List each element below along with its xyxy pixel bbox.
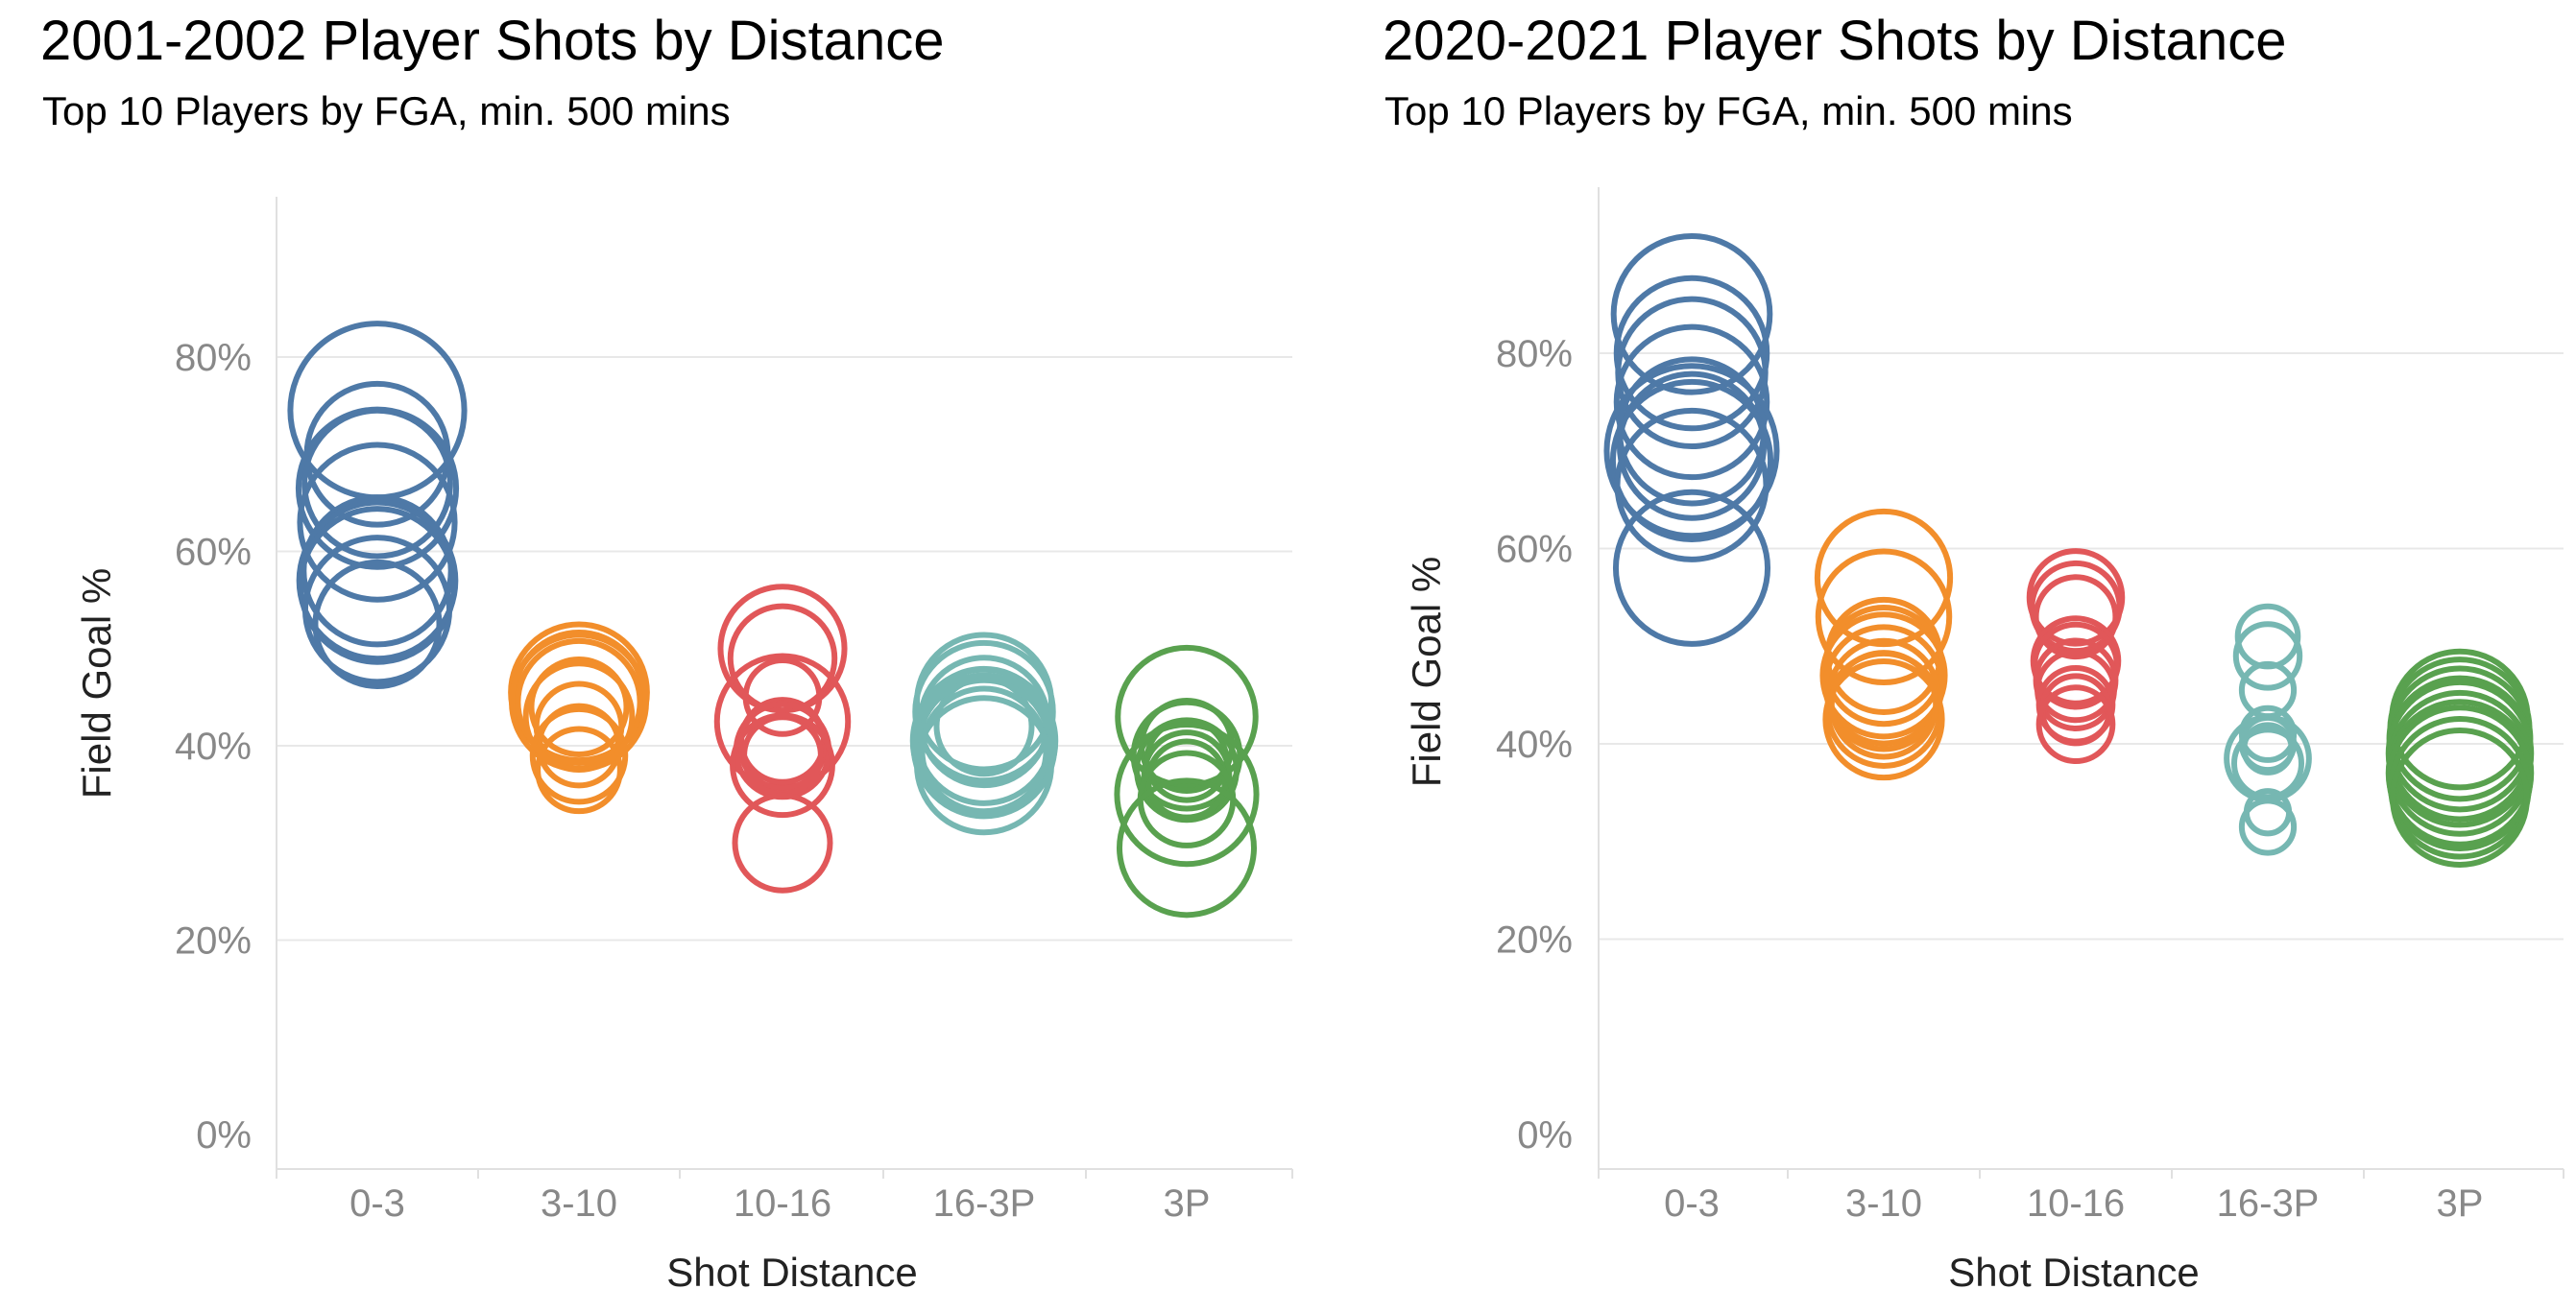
chart-2001-2002: 2001-2002 Player Shots by Distance Top 1… xyxy=(40,10,1293,1295)
player-bubble xyxy=(1114,722,1260,868)
player-bubble xyxy=(730,712,835,819)
x-tick-marks xyxy=(1598,1169,2564,1179)
player-bubble xyxy=(1822,657,1945,781)
chart-2020-2021: 2020-2021 Player Shots by Distance Top 1… xyxy=(1383,10,2564,1295)
player-bubble xyxy=(2035,684,2116,764)
player-bubble xyxy=(2241,722,2295,776)
x-tick-labels: 0-3 3-10 10-16 16-3P 3P xyxy=(349,1182,1210,1225)
y-axis-title: Field Goal % xyxy=(74,568,119,799)
x-tick-label: 0-3 xyxy=(1664,1182,1720,1225)
y-tick-label: 20% xyxy=(175,920,252,963)
player-bubble xyxy=(1614,407,1769,562)
chart-subtitle: Top 10 Players by FGA, min. 500 mins xyxy=(42,88,731,133)
player-bubble xyxy=(529,705,629,805)
y-tick-label: 40% xyxy=(175,726,252,768)
player-bubble xyxy=(910,672,1058,820)
chart-title: 2020-2021 Player Shots by Distance xyxy=(1383,10,2286,72)
player-bubble xyxy=(536,703,622,789)
x-axis-title: Shot Distance xyxy=(666,1250,917,1295)
y-tick-labels: 0% 20% 40% 60% 80% xyxy=(175,337,252,1157)
player-bubble xyxy=(1814,508,1954,648)
x-tick-label: 3-10 xyxy=(541,1182,617,1225)
player-bubble xyxy=(528,656,630,757)
player-bubble xyxy=(2232,621,2303,691)
player-bubble xyxy=(1612,489,1771,647)
x-tick-label: 10-16 xyxy=(734,1182,831,1225)
y-tick-label: 40% xyxy=(1496,724,1573,766)
player-bubble xyxy=(295,406,460,570)
player-bubble xyxy=(515,637,643,767)
plot-marks xyxy=(287,321,1260,919)
player-bubble xyxy=(912,639,1056,784)
player-bubble xyxy=(2032,621,2120,710)
player-bubble xyxy=(732,792,833,894)
x-tick-label: 16-3P xyxy=(2217,1182,2320,1225)
player-bubble xyxy=(522,660,636,773)
player-bubble xyxy=(1145,738,1228,822)
player-bubble xyxy=(1613,323,1770,481)
chart-subtitle: Top 10 Players by FGA, min. 500 mins xyxy=(1384,88,2073,133)
x-tick-marks xyxy=(276,1169,1293,1179)
y-axis-title: Field Goal % xyxy=(1404,557,1449,787)
player-bubble xyxy=(2034,649,2117,731)
player-bubble xyxy=(742,657,823,737)
player-bubble xyxy=(1828,650,1939,760)
y-tick-labels: 0% 20% 40% 60% 80% xyxy=(1496,333,1573,1157)
player-bubble xyxy=(2390,727,2530,868)
x-tick-label: 0-3 xyxy=(349,1182,405,1225)
y-tick-label: 0% xyxy=(1517,1114,1573,1157)
player-bubble xyxy=(1610,232,1773,395)
y-tick-label: 60% xyxy=(175,532,252,574)
player-bubble xyxy=(1117,777,1257,919)
player-bubble xyxy=(1819,611,1948,740)
player-bubble xyxy=(1609,378,1774,543)
player-bubble xyxy=(297,442,458,603)
y-gridlines xyxy=(277,356,1292,942)
player-bubble xyxy=(1822,624,1945,747)
player-bubble xyxy=(301,535,453,685)
plot-marks xyxy=(1603,232,2535,868)
player-bubble xyxy=(1615,296,1769,450)
player-bubble xyxy=(1613,275,1770,432)
x-tick-label: 16-3P xyxy=(933,1182,1036,1225)
x-tick-label: 3P xyxy=(1164,1182,1211,1225)
x-tick-labels: 0-3 3-10 10-16 16-3P 3P xyxy=(1664,1182,2483,1225)
player-bubble xyxy=(298,506,457,665)
player-bubble xyxy=(1616,370,1768,521)
player-bubble xyxy=(919,685,1049,816)
player-bubble xyxy=(2231,727,2304,800)
player-bubble xyxy=(2234,603,2301,670)
y-tick-label: 0% xyxy=(196,1114,252,1157)
player-bubble xyxy=(1815,548,1953,685)
x-tick-label: 10-16 xyxy=(2027,1182,2125,1225)
y-tick-label: 80% xyxy=(175,337,252,379)
chart-title: 2001-2002 Player Shots by Distance xyxy=(40,10,944,72)
player-bubble xyxy=(2238,798,2298,856)
player-bubble xyxy=(2033,574,2119,660)
player-bubble xyxy=(535,726,623,815)
player-bubble xyxy=(914,695,1054,836)
player-bubble xyxy=(1603,363,1780,539)
y-tick-label: 60% xyxy=(1496,529,1573,571)
player-bubble xyxy=(727,603,838,714)
player-bubble xyxy=(933,676,1035,777)
y-tick-label: 80% xyxy=(1496,333,1573,375)
y-tick-label: 20% xyxy=(1496,919,1573,962)
x-tick-label: 3-10 xyxy=(1845,1182,1922,1225)
x-tick-label: 3P xyxy=(2437,1182,2484,1225)
player-bubble xyxy=(1130,699,1243,812)
player-bubble xyxy=(1115,644,1259,789)
x-axis-title: Shot Distance xyxy=(1948,1250,2199,1295)
player-bubble xyxy=(2026,548,2126,647)
player-bubble xyxy=(312,559,443,689)
